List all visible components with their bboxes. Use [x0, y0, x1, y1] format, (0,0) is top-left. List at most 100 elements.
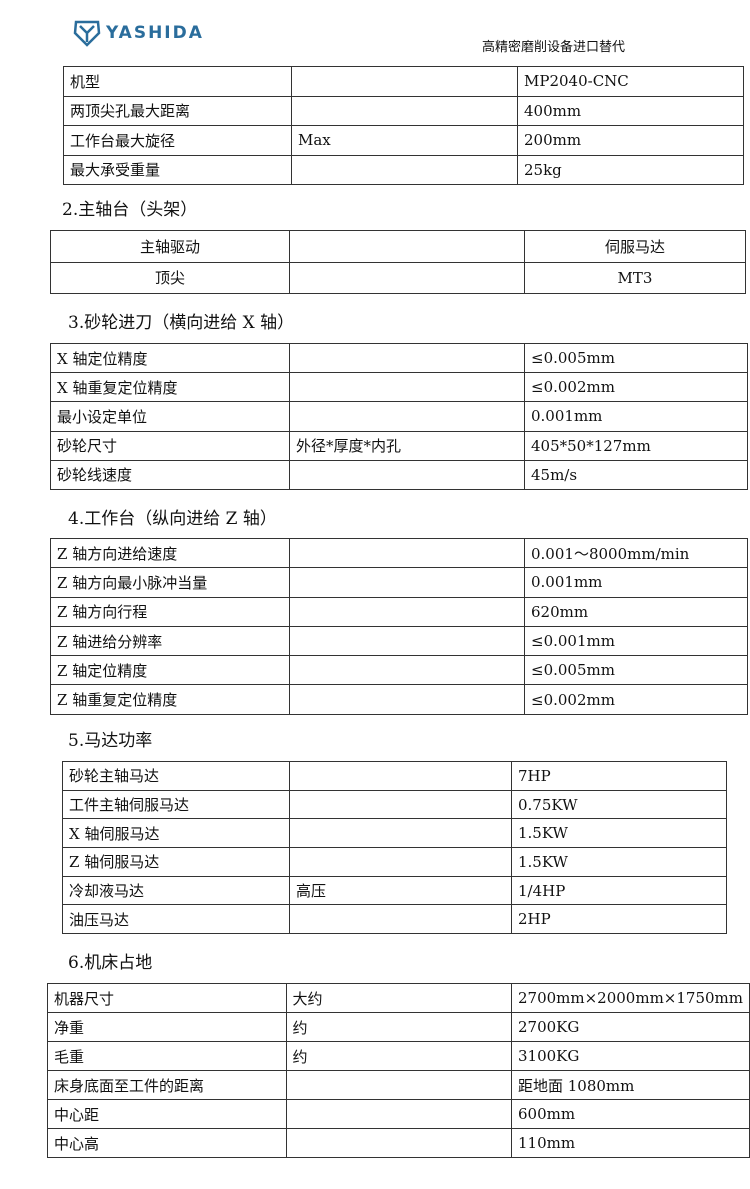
spec-table: 主轴驱动 伺服马达顶尖 MT3 — [50, 230, 746, 294]
spec-label: Z 轴方向进给速度 — [50, 537, 290, 569]
table-row: Z 轴进给分辨率 ≤0.001mm — [50, 625, 748, 657]
logo-text: YASHIDA — [106, 23, 204, 43]
spec-value: ≤0.005mm — [524, 342, 748, 374]
table-row: Z 轴方向行程 620mm — [50, 596, 748, 627]
spec-condition: 约 — [285, 1012, 512, 1042]
table-row: 砂轮线速度 45m/s — [50, 459, 748, 490]
spec-value: 1/4HP — [511, 875, 727, 906]
spec-condition: 外径*厚度*内孔 — [289, 430, 525, 461]
table-row: 中心高 110mm — [47, 1128, 750, 1158]
spec-condition: Max — [291, 125, 518, 156]
spec-condition: 约 — [285, 1041, 512, 1071]
spec-label: X 轴重复定位精度 — [50, 372, 290, 403]
table-row: 最小设定单位 0.001mm — [50, 401, 748, 432]
spec-label: Z 轴重复定位精度 — [50, 684, 290, 715]
spec-condition — [285, 1099, 512, 1129]
spec-value: 110mm — [510, 1128, 750, 1158]
spec-value: 3100KG — [510, 1041, 750, 1071]
spec-condition — [289, 261, 525, 294]
spec-value: 200mm — [517, 125, 744, 156]
spec-label: 砂轮线速度 — [50, 459, 290, 490]
spec-label: 砂轮主轴马达 — [62, 761, 290, 791]
table-row: 最大承受重量 25kg — [63, 154, 744, 185]
table-row: 油压马达 2HP — [62, 904, 727, 935]
spec-value: 0.001mm — [524, 567, 748, 598]
spec-label: 冷却液马达 — [62, 875, 290, 906]
header-tagline: 高精密磨削设备进口替代 — [482, 40, 626, 55]
spec-value: 距地面 1080mm — [510, 1070, 750, 1100]
spec-condition — [289, 230, 525, 263]
spec-value: 0.75KW — [511, 789, 727, 820]
table-row: 砂轮主轴马达 7HP — [62, 761, 727, 791]
spec-label: 顶尖 — [50, 261, 290, 294]
spec-condition — [289, 904, 512, 935]
spec-value: 1.5KW — [511, 847, 727, 877]
table-row: 主轴驱动 伺服马达 — [50, 230, 746, 263]
spec-label: 毛重 — [47, 1041, 287, 1071]
spec-value: ≤0.005mm — [524, 655, 748, 686]
table-row: 工作台最大旋径 Max 200mm — [63, 125, 744, 156]
table-row: Z 轴重复定位精度 ≤0.002mm — [50, 684, 748, 715]
spec-value: 0.001～8000mm/min — [524, 537, 748, 569]
spec-value: 1.5KW — [511, 818, 727, 849]
table-row: 两顶尖孔最大距离 400mm — [63, 95, 744, 126]
spec-condition — [289, 342, 525, 374]
spec-value: ≤0.002mm — [524, 372, 748, 403]
spec-value: 600mm — [510, 1099, 750, 1129]
table-row: X 轴重复定位精度 ≤0.002mm — [50, 372, 748, 403]
table-row: Z 轴伺服马达 1.5KW — [62, 847, 727, 877]
spec-condition: 大约 — [285, 983, 512, 1013]
spec-label: Z 轴定位精度 — [50, 655, 290, 686]
spec-condition — [289, 818, 512, 849]
spec-label: Z 轴伺服马达 — [62, 847, 290, 877]
spec-condition — [289, 789, 512, 820]
spec-value: 25kg — [517, 154, 744, 185]
spec-table: Z 轴方向进给速度 0.001～8000mm/min Z 轴方向最小脉冲当量 0.00… — [50, 537, 748, 715]
spec-label: 砂轮尺寸 — [50, 430, 290, 461]
spec-label: 工作台最大旋径 — [63, 125, 292, 156]
table-row: Z 轴定位精度 ≤0.005mm — [50, 655, 748, 686]
table-row: X 轴伺服马达 1.5KW — [62, 818, 727, 849]
spec-value: 7HP — [511, 761, 727, 791]
table-row: 工件主轴伺服马达 0.75KW — [62, 789, 727, 820]
spec-value: 伺服马达 — [524, 230, 746, 263]
spec-condition — [289, 847, 512, 877]
table-row: X 轴定位精度 ≤0.005mm — [50, 342, 748, 374]
spec-condition — [289, 372, 525, 403]
spec-value: 2HP — [511, 904, 727, 935]
spec-condition — [291, 66, 518, 97]
spec-value: 400mm — [517, 95, 744, 126]
section-heading: 3.砂轮进刀（横向进给 X 轴） — [68, 313, 295, 333]
spec-value: 405*50*127mm — [524, 430, 748, 461]
spec-condition — [289, 761, 512, 791]
spec-label: 最大承受重量 — [63, 154, 292, 185]
spec-value: 2700mm×2000mm×1750mm — [510, 983, 750, 1013]
spec-table: 机器尺寸 大约 2700mm×2000mm×1750mm 净重约 2700KG 毛重约 31… — [47, 983, 750, 1158]
spec-label: 床身底面至工件的距离 — [47, 1070, 287, 1100]
spec-label: 两顶尖孔最大距离 — [63, 95, 292, 126]
spec-label: 机型 — [63, 66, 292, 97]
section-heading: 4.工作台（纵向进给 Z 轴） — [68, 509, 277, 529]
spec-value: 0.001mm — [524, 401, 748, 432]
spec-condition — [289, 401, 525, 432]
spec-condition — [285, 1070, 512, 1100]
spec-label: X 轴定位精度 — [50, 342, 290, 374]
table-row: 毛重约 3100KG — [47, 1041, 750, 1071]
spec-table: 机型 MP2040-CNC 两顶尖孔最大距离 400mm 工作台最大旋径 Max 200mm… — [63, 66, 744, 185]
spec-condition — [289, 567, 525, 598]
table-row: 机型 MP2040-CNC — [63, 66, 744, 97]
company-logo: YASHIDA — [72, 18, 204, 48]
section-heading: 2.主轴台（头架） — [62, 200, 198, 220]
spec-label: 最小设定单位 — [50, 401, 290, 432]
spec-value: MT3 — [524, 261, 746, 294]
spec-label: 油压马达 — [62, 904, 290, 935]
spec-label: 主轴驱动 — [50, 230, 290, 263]
spec-table: 砂轮主轴马达 7HP 工件主轴伺服马达 0.75KW X 轴伺服马达 1.5KW Z 轴伺服… — [62, 761, 727, 935]
spec-value: 620mm — [524, 596, 748, 627]
table-row: 净重约 2700KG — [47, 1012, 750, 1042]
spec-condition — [289, 655, 525, 686]
logo-mark-icon — [73, 20, 101, 47]
table-row: 中心距 600mm — [47, 1099, 750, 1129]
table-row: 砂轮尺寸 外径*厚度*内孔 405*50*127mm — [50, 430, 748, 461]
spec-label: 机器尺寸 — [47, 983, 287, 1013]
